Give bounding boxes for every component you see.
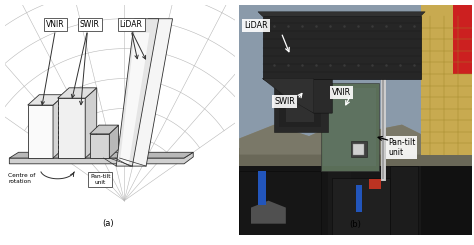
Bar bbox=[420, 5, 472, 155]
Text: VNIR: VNIR bbox=[332, 88, 351, 97]
Bar bbox=[258, 171, 266, 205]
Bar bbox=[332, 178, 390, 235]
Polygon shape bbox=[263, 79, 332, 113]
Polygon shape bbox=[251, 201, 286, 224]
Polygon shape bbox=[9, 152, 193, 164]
Polygon shape bbox=[130, 19, 173, 166]
Polygon shape bbox=[58, 98, 85, 158]
Bar bbox=[239, 166, 472, 235]
Bar bbox=[353, 144, 364, 155]
Bar bbox=[239, 148, 472, 235]
Polygon shape bbox=[58, 88, 97, 98]
Polygon shape bbox=[9, 152, 193, 158]
Polygon shape bbox=[90, 125, 118, 134]
Text: Pan-tilt
unit: Pan-tilt unit bbox=[90, 174, 110, 185]
Bar bbox=[351, 166, 420, 235]
Polygon shape bbox=[239, 120, 472, 155]
Polygon shape bbox=[274, 79, 328, 132]
Bar bbox=[351, 141, 367, 157]
Text: (a): (a) bbox=[102, 219, 114, 228]
Bar bbox=[453, 5, 472, 74]
Text: SWIR: SWIR bbox=[274, 97, 295, 106]
Polygon shape bbox=[119, 33, 150, 164]
Text: LiDAR: LiDAR bbox=[244, 21, 268, 30]
Polygon shape bbox=[27, 105, 53, 158]
Bar bbox=[323, 88, 376, 166]
Polygon shape bbox=[27, 95, 64, 105]
Bar bbox=[286, 90, 314, 122]
Text: Centre of
rotation: Centre of rotation bbox=[8, 173, 36, 184]
Text: VNIR: VNIR bbox=[46, 20, 64, 29]
Polygon shape bbox=[85, 88, 97, 158]
Polygon shape bbox=[90, 134, 109, 158]
Text: LiDAR: LiDAR bbox=[120, 20, 143, 29]
Bar bbox=[369, 179, 381, 189]
Polygon shape bbox=[53, 95, 64, 158]
Bar bbox=[356, 184, 363, 212]
Polygon shape bbox=[239, 120, 472, 155]
Bar bbox=[239, 171, 320, 235]
Bar bbox=[239, 166, 328, 235]
Text: Pan-tilt
unit: Pan-tilt unit bbox=[388, 138, 415, 157]
Polygon shape bbox=[263, 79, 314, 113]
Polygon shape bbox=[263, 16, 420, 79]
Bar bbox=[279, 86, 320, 127]
Bar bbox=[390, 166, 418, 235]
Text: (b): (b) bbox=[349, 220, 362, 229]
Polygon shape bbox=[109, 125, 118, 158]
Text: SWIR: SWIR bbox=[80, 20, 100, 29]
Bar bbox=[328, 166, 351, 235]
Polygon shape bbox=[258, 12, 425, 16]
Polygon shape bbox=[116, 19, 159, 166]
Bar bbox=[320, 83, 379, 171]
